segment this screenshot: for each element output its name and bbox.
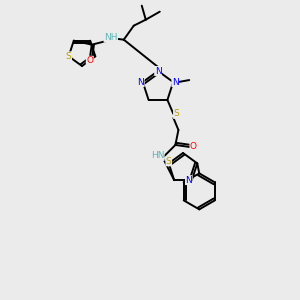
Text: N: N	[137, 78, 144, 87]
Text: N: N	[172, 78, 178, 87]
Text: N: N	[185, 176, 192, 184]
Text: S: S	[66, 52, 72, 61]
Text: O: O	[190, 142, 197, 152]
Text: N: N	[154, 67, 161, 76]
Text: NH: NH	[104, 33, 118, 42]
Text: S: S	[166, 157, 172, 166]
Text: S: S	[173, 110, 179, 118]
Text: HN: HN	[151, 152, 164, 160]
Text: O: O	[86, 56, 93, 65]
